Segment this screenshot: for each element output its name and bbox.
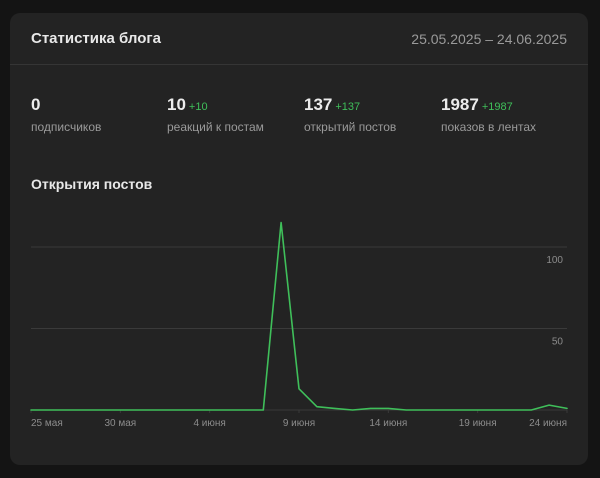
data-point[interactable] (493, 407, 499, 413)
data-point[interactable] (385, 405, 391, 411)
stat-label: реакций к постам (167, 120, 264, 134)
data-point[interactable] (260, 407, 266, 413)
x-tick-label: 19 июня (459, 418, 497, 429)
data-point[interactable] (28, 407, 34, 413)
data-point[interactable] (225, 407, 231, 413)
date-range[interactable]: 25.05.2025 – 24.06.2025 (411, 31, 567, 47)
data-point[interactable] (135, 407, 141, 413)
data-point[interactable] (82, 407, 88, 413)
data-point[interactable] (153, 407, 159, 413)
data-point[interactable] (332, 405, 338, 411)
data-point[interactable] (314, 404, 320, 410)
card-title: Статистика блога (31, 30, 161, 47)
stat-value: 137 (304, 95, 333, 114)
stat-value: 1987 (441, 95, 479, 114)
data-point[interactable] (510, 407, 516, 413)
stat-delta: +137 (335, 101, 361, 113)
data-point[interactable] (189, 407, 195, 413)
stat-subscribers: 0 подписчиков (31, 95, 101, 134)
data-point[interactable] (475, 407, 481, 413)
x-tick-label: 25 мая (31, 418, 63, 429)
series-line-0 (30, 221, 568, 411)
x-tick-label: 30 мая (104, 418, 136, 429)
data-point[interactable] (528, 407, 534, 413)
data-point[interactable] (421, 407, 427, 413)
x-tick-label: 24 июня (529, 418, 567, 429)
data-point[interactable] (207, 407, 213, 413)
data-point[interactable] (278, 220, 284, 226)
post-opens-chart: 50 100 25 мая 30 мая 4 июня 9 июня 14 июня 19 и… (28, 220, 570, 429)
data-point[interactable] (99, 407, 105, 413)
stat-value: 0 (31, 95, 41, 114)
stat-reactions: 10 +10 реакций к постам (167, 95, 264, 134)
stat-label: подписчиков (31, 120, 102, 134)
y-tick-label: 50 (552, 337, 564, 348)
x-tick-label: 9 июня (283, 418, 315, 429)
stat-feed-impressions: 1987 +1987 показов в лентах (441, 95, 536, 134)
data-point[interactable] (367, 405, 373, 411)
stat-label: открытий постов (304, 120, 397, 134)
data-point[interactable] (457, 407, 463, 413)
data-point[interactable] (296, 386, 302, 392)
stat-value: 10 (167, 95, 186, 114)
data-point[interactable] (403, 407, 409, 413)
blog-stats-card: Статистика блога 25.05.2025 – 24.06.2025… (10, 13, 588, 465)
card-header: Статистика блога 25.05.2025 – 24.06.2025 (10, 13, 588, 65)
data-point[interactable] (242, 407, 248, 413)
data-point[interactable] (439, 407, 445, 413)
data-point[interactable] (171, 407, 177, 413)
data-point[interactable] (564, 405, 570, 411)
data-point[interactable] (117, 407, 123, 413)
stat-delta: +10 (188, 101, 208, 113)
data-point[interactable] (46, 407, 52, 413)
x-tick-label: 14 июня (369, 418, 407, 429)
y-tick-label: 100 (546, 255, 563, 266)
stat-post-opens: 137 +137 открытий постов (304, 95, 396, 134)
x-tick-label: 4 июня (193, 418, 225, 429)
stat-delta: +1987 (481, 101, 513, 113)
data-point[interactable] (546, 402, 552, 408)
data-point[interactable] (64, 407, 70, 413)
stat-label: показов в лентах (441, 120, 537, 134)
chart-title: Открытия постов (31, 176, 153, 192)
data-point[interactable] (350, 407, 356, 413)
